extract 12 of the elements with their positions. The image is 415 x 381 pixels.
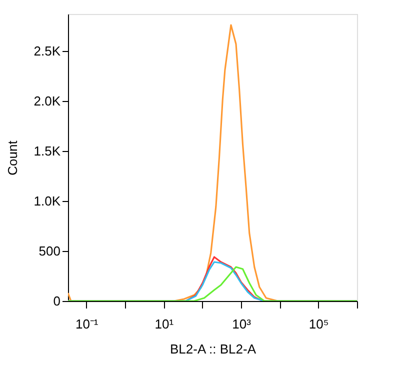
x-tick-label: 10¹ [154, 316, 174, 332]
x-axis-title: BL2-A :: BL2-A [170, 342, 256, 356]
y-tick-label: 500 [38, 244, 60, 258]
y-tick-label: 2.5K [34, 44, 61, 58]
y-tick-label: 0 [53, 294, 60, 308]
y-tick-label: 2.0K [34, 94, 61, 108]
y-tick-label: 1.5K [34, 144, 61, 158]
y-tick-label: 1.0K [34, 194, 61, 208]
x-tick-label: 10⁻¹ [75, 316, 99, 332]
x-tick-label: 10³ [232, 316, 252, 332]
x-tick-label: 10⁵ [308, 316, 329, 332]
y-axis-title: Count [4, 140, 20, 176]
